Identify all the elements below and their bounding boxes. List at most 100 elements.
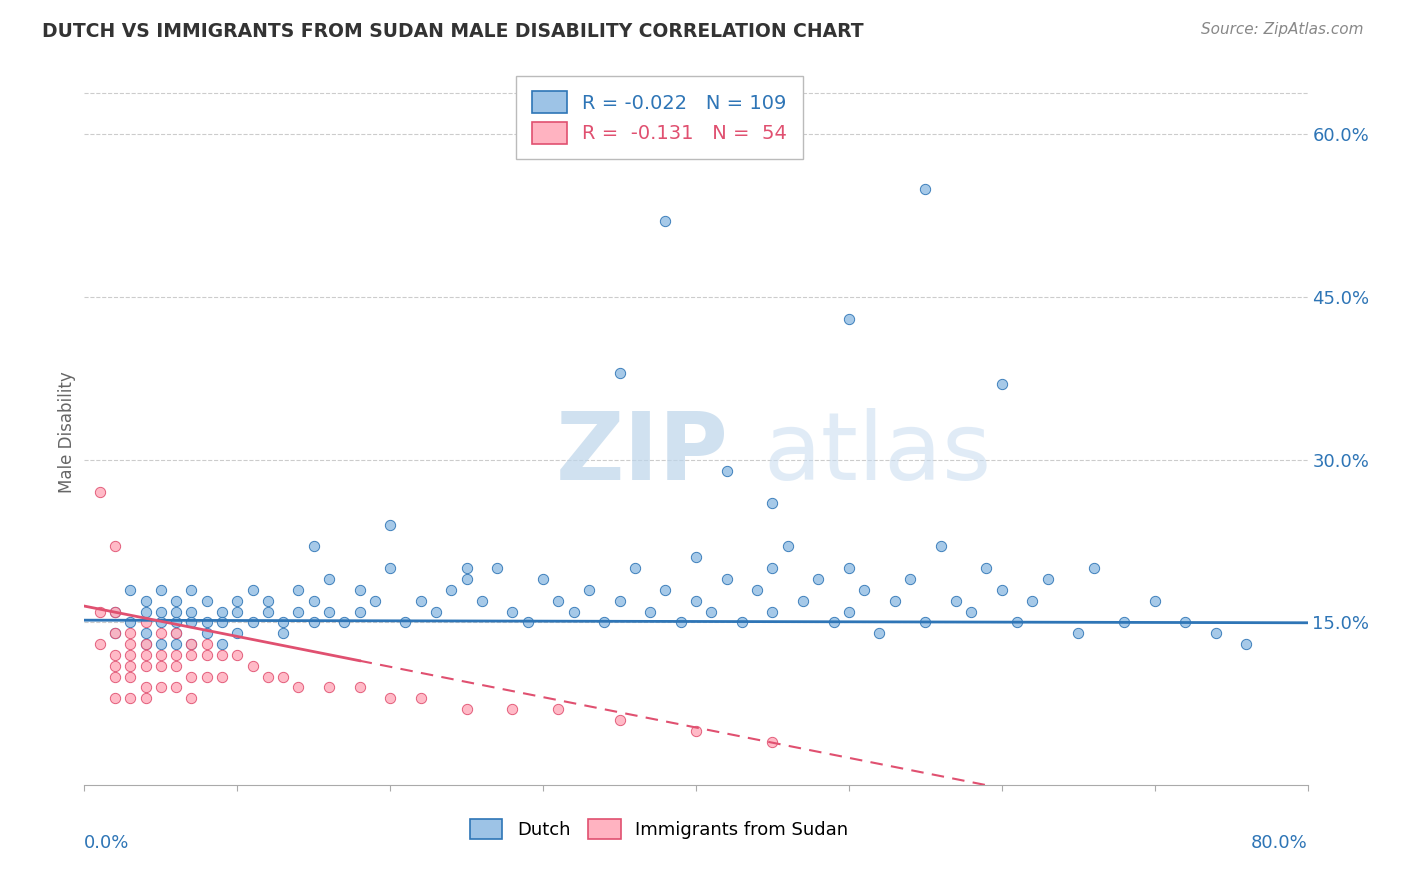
Point (1036, 572, 1059, 586)
Point (165, 615, 187, 630)
Point (364, 593, 387, 607)
Point (135, 605, 157, 619)
Point (195, 669, 218, 683)
Point (562, 605, 585, 619)
Point (654, 214, 676, 228)
Point (287, 681, 309, 695)
Point (593, 615, 616, 630)
Point (211, 605, 233, 619)
Text: Source: ZipAtlas.com: Source: ZipAtlas.com (1201, 22, 1364, 37)
Legend: Dutch, Immigrants from Sudan: Dutch, Immigrants from Sudan (463, 812, 856, 847)
Point (716, 572, 738, 586)
Point (456, 572, 478, 586)
Point (823, 615, 845, 630)
Point (1236, 637, 1258, 651)
Point (180, 648, 202, 662)
Point (456, 561, 478, 575)
Point (1174, 615, 1197, 630)
Point (104, 626, 127, 640)
Point (761, 734, 783, 748)
Point (302, 540, 325, 554)
Point (149, 605, 172, 619)
Point (165, 626, 187, 640)
Point (380, 691, 402, 706)
Point (609, 593, 631, 607)
Point (257, 593, 280, 607)
Point (120, 669, 142, 683)
Point (135, 691, 157, 706)
Point (838, 561, 860, 575)
Point (333, 615, 356, 630)
Text: DUTCH VS IMMIGRANTS FROM SUDAN MALE DISABILITY CORRELATION CHART: DUTCH VS IMMIGRANTS FROM SUDAN MALE DISA… (42, 22, 863, 41)
Point (929, 540, 952, 554)
Point (380, 517, 402, 532)
Point (180, 605, 202, 619)
Point (104, 658, 127, 673)
Point (302, 593, 325, 607)
Point (991, 582, 1014, 597)
Point (318, 605, 340, 619)
Point (271, 615, 294, 630)
Point (547, 702, 569, 716)
Point (271, 669, 294, 683)
Point (165, 605, 187, 619)
Point (654, 582, 676, 597)
Point (960, 605, 983, 619)
Point (89, 605, 111, 619)
Point (135, 626, 157, 640)
Point (226, 593, 249, 607)
Point (257, 605, 280, 619)
Point (991, 376, 1014, 391)
Point (287, 605, 309, 619)
Point (409, 691, 432, 706)
Point (731, 615, 754, 630)
Point (838, 605, 860, 619)
Y-axis label: Male Disability: Male Disability (58, 372, 76, 493)
Point (394, 615, 416, 630)
Point (104, 540, 127, 554)
Point (440, 582, 463, 597)
Point (226, 648, 249, 662)
Point (120, 691, 142, 706)
Point (226, 605, 249, 619)
Point (165, 648, 187, 662)
Point (135, 658, 157, 673)
Point (104, 605, 127, 619)
Point (869, 626, 891, 640)
Point (318, 681, 340, 695)
Point (761, 496, 783, 510)
Point (609, 366, 631, 380)
Point (669, 615, 692, 630)
Point (149, 615, 172, 630)
Point (104, 669, 127, 683)
Point (257, 669, 280, 683)
Point (609, 713, 631, 727)
Point (578, 582, 600, 597)
Point (180, 582, 202, 597)
Point (638, 605, 661, 619)
Point (1067, 626, 1090, 640)
Point (486, 561, 509, 575)
Point (180, 615, 202, 630)
Point (898, 572, 921, 586)
Point (120, 582, 142, 597)
Point (685, 550, 707, 565)
Point (1143, 593, 1166, 607)
Point (685, 723, 707, 738)
Point (211, 669, 233, 683)
Point (914, 615, 936, 630)
Point (104, 648, 127, 662)
Point (135, 615, 157, 630)
Point (165, 658, 187, 673)
Point (104, 626, 127, 640)
Point (242, 658, 264, 673)
Point (120, 637, 142, 651)
Point (883, 593, 905, 607)
Point (838, 311, 860, 326)
Point (747, 582, 769, 597)
Point (242, 615, 264, 630)
Point (165, 637, 187, 651)
Point (761, 561, 783, 575)
Point (149, 658, 172, 673)
Point (349, 582, 371, 597)
